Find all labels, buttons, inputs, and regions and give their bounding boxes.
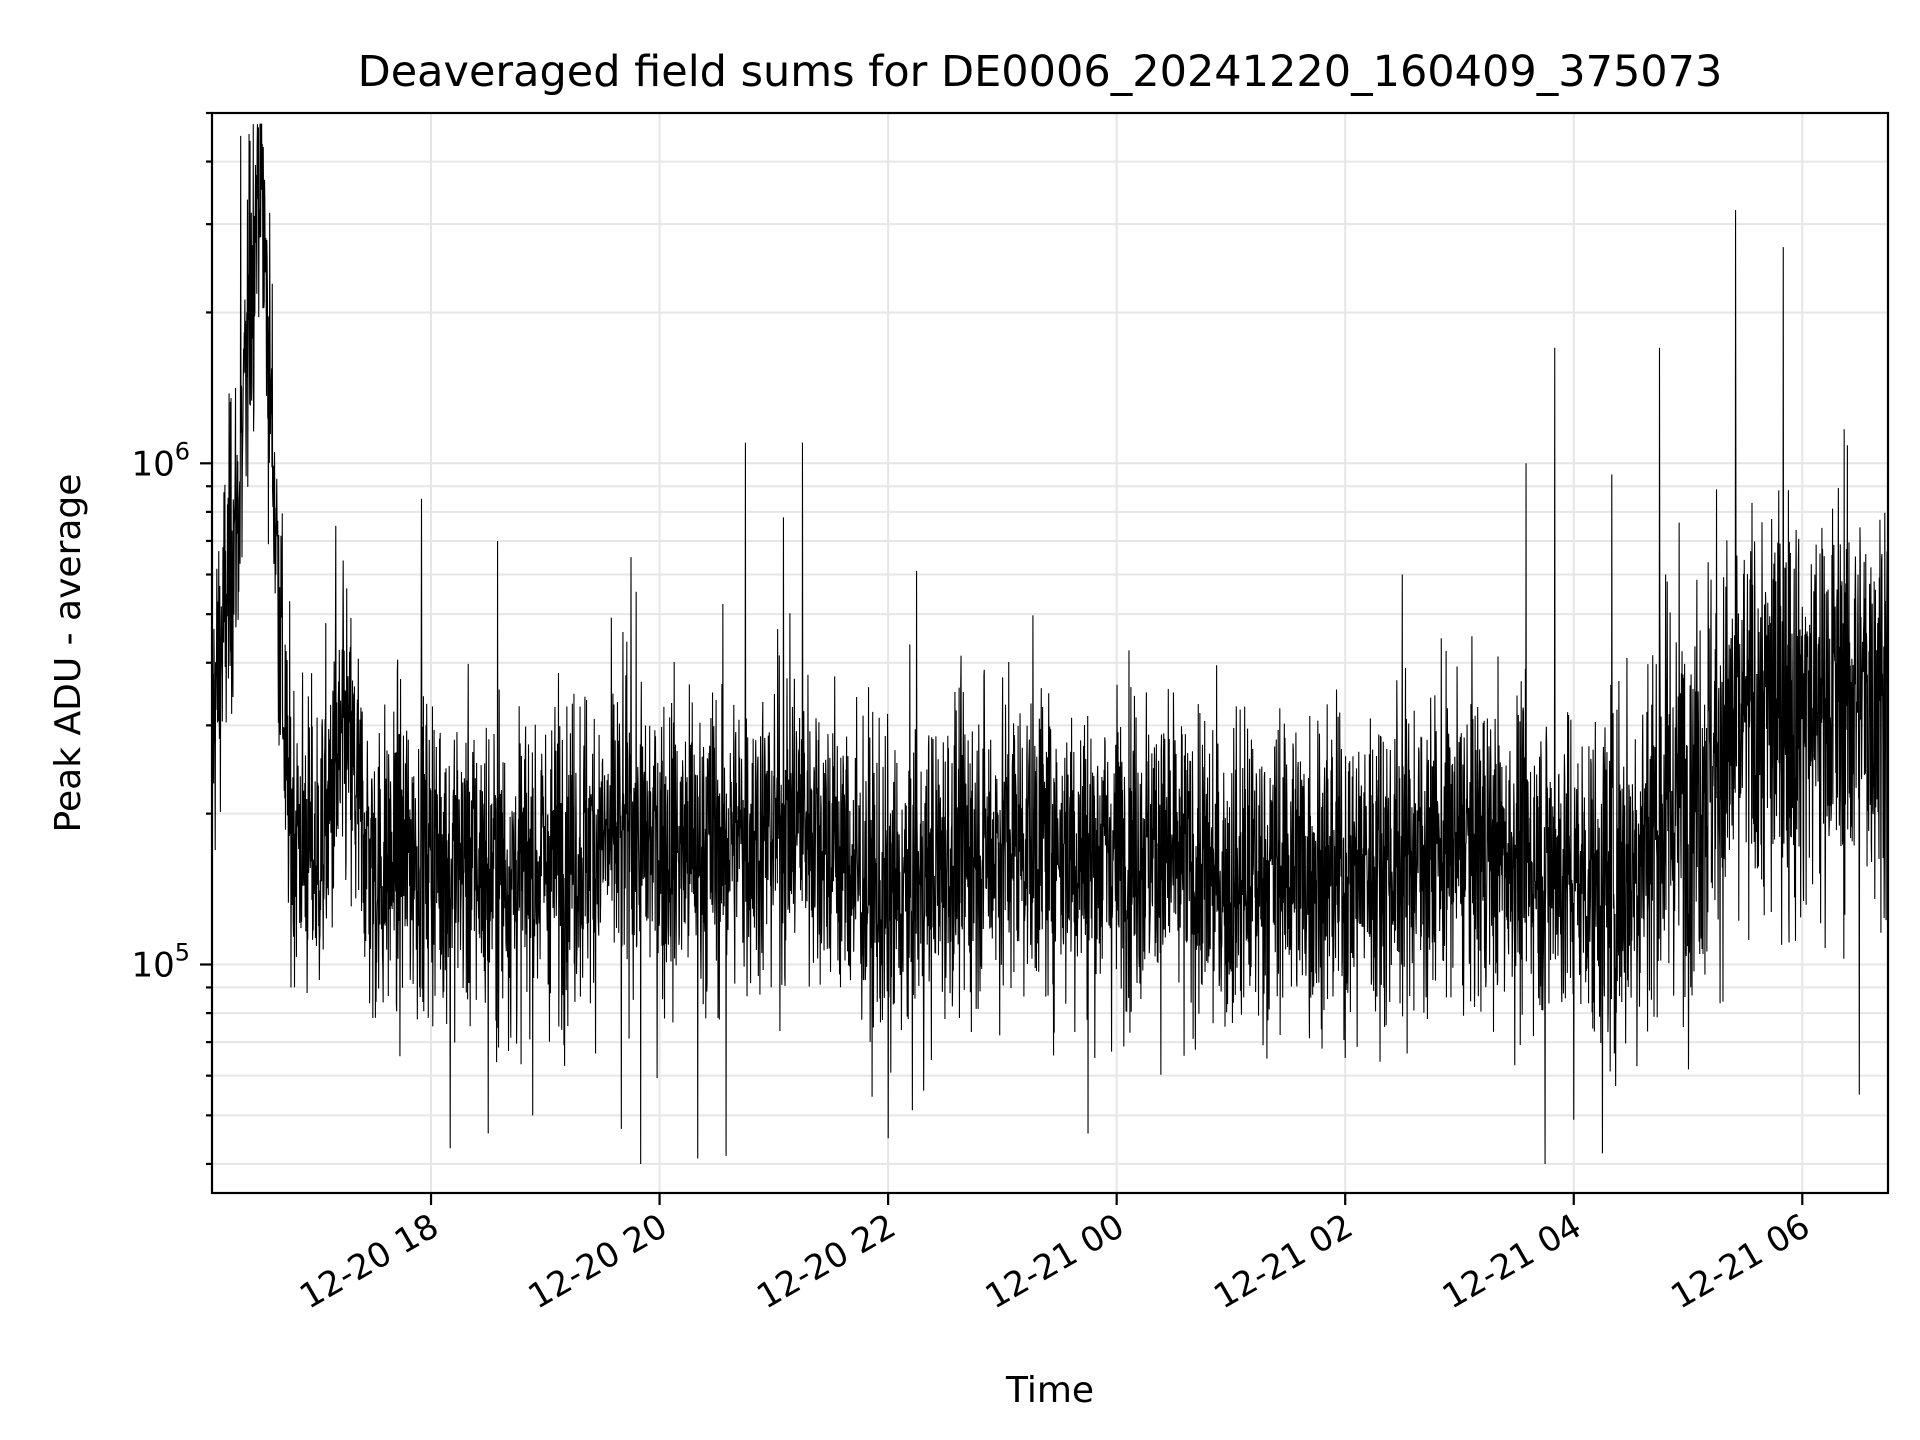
x-tick-label: 12-21 02 xyxy=(1207,1206,1359,1317)
x-tick-label: 12-21 06 xyxy=(1664,1206,1816,1317)
y-tick-label: 106 xyxy=(131,437,190,484)
x-tick-label: 12-20 22 xyxy=(750,1206,902,1317)
x-axis: 12-20 18 12-20 20 12-20 22 12-21 00 12-21 02… xyxy=(293,1193,1817,1317)
y-tick-label: 105 xyxy=(131,938,190,985)
x-axis-label: Time xyxy=(1005,1370,1094,1411)
x-tick-label: 12-20 20 xyxy=(522,1206,674,1317)
x-tick-label: 12-20 18 xyxy=(293,1206,445,1317)
series-line xyxy=(211,123,1889,1164)
chart-title: Deaveraged field sums for DE0006_2024122… xyxy=(358,47,1723,97)
plot-frame xyxy=(210,111,1890,1195)
y-axis: 105 106 xyxy=(131,111,212,1166)
x-tick-label: 12-21 04 xyxy=(1436,1206,1588,1317)
series-layer xyxy=(211,123,1889,1164)
x-tick-label: 12-21 00 xyxy=(979,1206,1131,1317)
y-axis-label: Peak ADU - average xyxy=(48,474,89,833)
